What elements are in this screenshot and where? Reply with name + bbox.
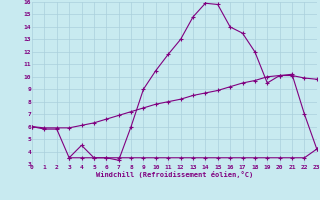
X-axis label: Windchill (Refroidissement éolien,°C): Windchill (Refroidissement éolien,°C) [96,171,253,178]
